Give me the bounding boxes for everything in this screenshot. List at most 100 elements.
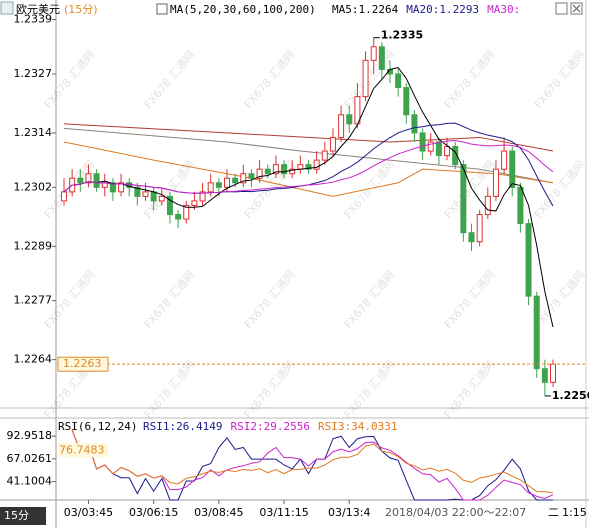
- ma-line: [63, 127, 554, 184]
- candle-body: [93, 173, 100, 188]
- candle-body: [313, 159, 320, 170]
- candle-body: [525, 223, 532, 297]
- period-button-label: 15分: [4, 509, 29, 522]
- candle-body: [517, 186, 524, 225]
- candle-body: [232, 177, 239, 184]
- rsi-line: [71, 429, 553, 501]
- candle-body: [166, 195, 173, 216]
- rsi-readout: RSI3:34.0331: [318, 420, 397, 433]
- candle-body: [476, 214, 483, 243]
- time-overlay: 2018/04/03 22:00～22:07: [385, 506, 526, 519]
- candle-body: [240, 173, 247, 184]
- candle-body: [77, 177, 84, 184]
- candle-body: [199, 191, 206, 202]
- low-label: 1.2256: [552, 389, 589, 402]
- rsi-cursor-box: [58, 443, 108, 458]
- candle-body: [427, 141, 434, 152]
- ma-readout: MA20:1.2293: [406, 3, 479, 16]
- ma-toggle[interactable]: [156, 3, 168, 15]
- candle-body: [158, 195, 165, 202]
- period-button[interactable]: [0, 507, 46, 525]
- last-price-label: 1.2263: [63, 357, 102, 370]
- rsi-cursor-label: 76.7483: [59, 443, 105, 456]
- candle-body: [492, 168, 499, 197]
- candle-body: [370, 46, 377, 61]
- y-tick-label: 1.2264: [14, 353, 53, 366]
- close-icon: [572, 4, 581, 13]
- y-tick-label: 1.2302: [14, 180, 53, 193]
- rsi-tick-label: 67.0261: [7, 452, 53, 465]
- candle-body: [346, 114, 353, 125]
- candle-body: [256, 168, 263, 179]
- y-tick-label: 1.2314: [14, 126, 53, 139]
- candle-body: [224, 177, 230, 188]
- candle-body: [207, 182, 214, 193]
- candle-body: [85, 173, 92, 184]
- ma-line: [63, 67, 554, 328]
- rsi-readout: RSI2:29.2556: [230, 420, 309, 433]
- candle-body: [215, 182, 222, 188]
- ma-readout: MA30:: [487, 3, 520, 16]
- candle-body: [183, 204, 190, 220]
- candle-body: [329, 136, 336, 152]
- candle-body: [460, 164, 467, 234]
- x-tick-label: 03/08:45: [194, 506, 243, 519]
- x-tick-label: 03/11:15: [259, 506, 308, 519]
- symbol-title: 欧元美元: [16, 3, 60, 16]
- ma-label: MA(5,20,30,60,100,200): [170, 3, 316, 16]
- candle-body: [321, 150, 328, 161]
- candle-body: [142, 191, 149, 197]
- candle-body: [509, 150, 516, 188]
- candle-body: [264, 168, 271, 175]
- x-tick-label: 03/06:15: [129, 506, 178, 519]
- candle-body: [338, 114, 345, 138]
- candle-body: [395, 73, 402, 89]
- ma-line: [63, 141, 554, 197]
- menu-icon[interactable]: [0, 1, 14, 15]
- rsi-line: [71, 429, 554, 494]
- candle-body: [150, 191, 157, 202]
- candle-body: [61, 191, 67, 202]
- candle-body: [191, 200, 198, 206]
- rsi-tick-label: 92.9518: [7, 429, 53, 442]
- y-tick-label: 1.2277: [14, 294, 53, 307]
- candle-body: [362, 59, 369, 98]
- y-tick-label: 1.2339: [14, 13, 53, 26]
- candle-body: [435, 141, 442, 157]
- candle-body: [134, 186, 141, 197]
- settings-button[interactable]: [555, 2, 568, 15]
- candle-body: [248, 173, 255, 179]
- weekday: 二: [548, 506, 559, 519]
- candle-body: [175, 214, 182, 220]
- candle-body: [305, 164, 312, 170]
- high-label: 1.2335: [381, 29, 423, 42]
- candle-body: [444, 146, 451, 157]
- rsi-tick-label: 41.1004: [7, 475, 53, 488]
- y-tick-label: 1.2327: [14, 67, 53, 80]
- candle-body: [452, 146, 459, 166]
- candle-body: [533, 295, 540, 370]
- y-tick-label: 1.2289: [14, 239, 53, 252]
- rsi-readout: RSI1:26.4149: [143, 420, 222, 433]
- candle-body: [289, 168, 296, 175]
- candle-body: [118, 182, 125, 193]
- candle-body: [419, 132, 426, 152]
- candle-body: [281, 164, 288, 175]
- candle-body: [541, 368, 548, 383]
- candle-body: [272, 164, 279, 175]
- candle-body: [411, 114, 418, 134]
- candle-body: [109, 182, 116, 193]
- ma-readout: MA5:1.2264: [332, 3, 399, 16]
- candle-body: [501, 150, 508, 170]
- candle-body: [403, 87, 410, 116]
- candle-body: [468, 232, 475, 243]
- candle-body: [484, 195, 491, 216]
- rsi-label: RSI(6,12,24): [58, 420, 137, 433]
- candle-body: [550, 363, 556, 383]
- ma-line: [63, 139, 554, 194]
- last-price-box: [57, 356, 109, 372]
- period-label: (15分): [64, 3, 98, 16]
